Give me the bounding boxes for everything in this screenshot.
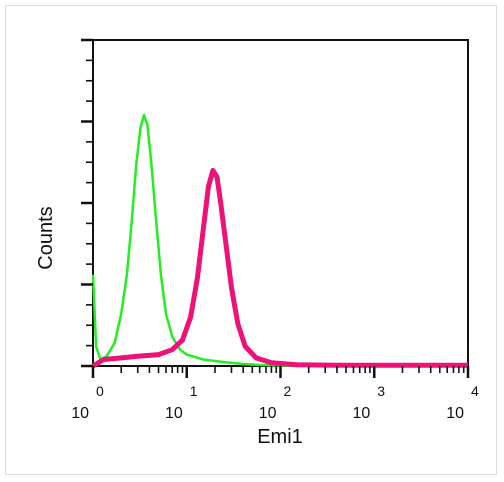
- x-tick-label-base: 10: [71, 405, 89, 422]
- x-tick-label-exponent: 3: [377, 383, 385, 399]
- y-axis-label: Counts: [35, 206, 57, 269]
- x-tick-label-base: 10: [259, 405, 277, 422]
- x-tick-label-exponent: 4: [471, 383, 479, 399]
- x-axis-label: Emi1: [257, 426, 303, 448]
- x-tick-label-exponent: 1: [190, 383, 198, 399]
- x-tick-label-base: 10: [352, 405, 370, 422]
- x-axis: 10 0 10 1 10 2 10 3 10 4: [71, 366, 479, 422]
- y-axis: [81, 38, 93, 368]
- x-tick-label-base: 10: [165, 405, 183, 422]
- x-tick-label-base: 10: [446, 405, 464, 422]
- plot-area: [92, 39, 469, 367]
- x-tick-label-exponent: 2: [284, 383, 292, 399]
- series-layer: [91, 113, 469, 369]
- plot-border: [92, 39, 469, 367]
- x-tick-label-exponent: 0: [96, 383, 104, 399]
- series-line-1: [91, 113, 469, 368]
- series-line-2: [91, 167, 468, 369]
- figure-frame: [5, 5, 497, 475]
